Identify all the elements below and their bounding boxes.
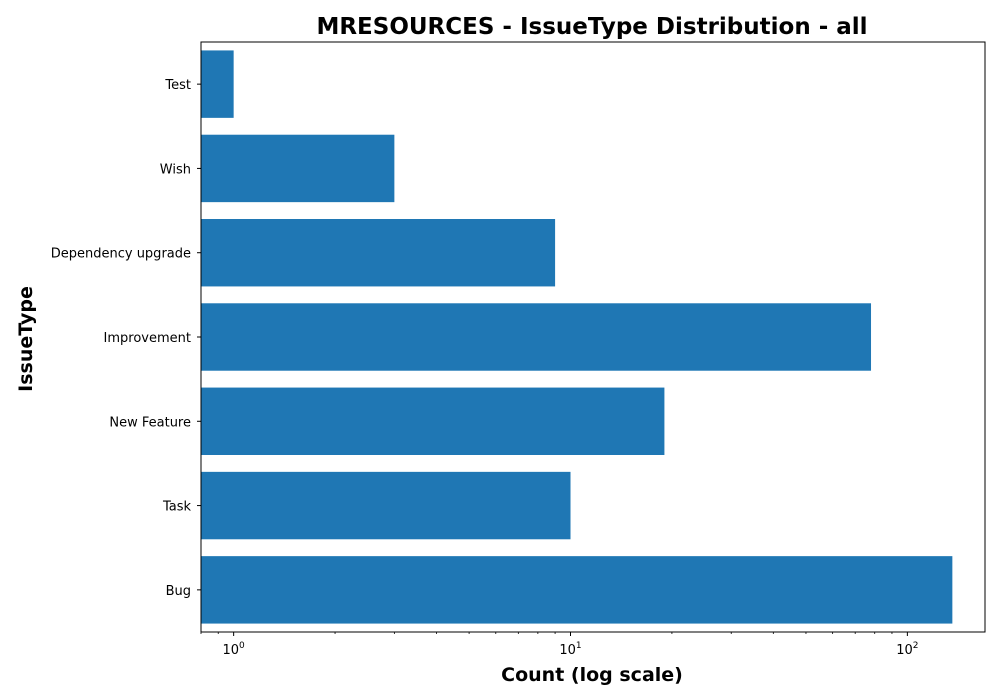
bar-task [201,471,571,540]
y-tick-label: Wish [160,162,191,177]
plot-area-frame [200,41,986,633]
x-tick-label: 102 [896,641,918,658]
bar-improvement [201,303,872,371]
y-tick-label: New Feature [109,415,191,430]
bar-wish [201,134,395,203]
y-tick-label: Test [164,78,191,93]
x-axis-ticks: 100 101 102 [200,632,919,658]
x-axis-label: Count (log scale) [501,664,683,686]
bar-bug [201,556,953,624]
chart-title: MRESOURCES - IssueType Distribution - al… [316,14,867,40]
y-tick-label: Task [162,500,192,515]
y-axis-ticks: Bug Task New Feature Improvement Dependency … [51,78,201,599]
x-tick-label: 101 [559,641,581,658]
y-axis-label: IssueType [15,286,37,392]
bar-new-feature [201,387,665,455]
y-tick-label: Improvement [104,331,191,346]
y-tick-label: Dependency upgrade [51,247,191,262]
bar-test [201,50,234,118]
bar-dependency-upgrade [201,219,556,287]
x-tick-label: 100 [223,641,246,658]
bars-group [201,50,953,624]
y-tick-label: Bug [166,584,191,599]
